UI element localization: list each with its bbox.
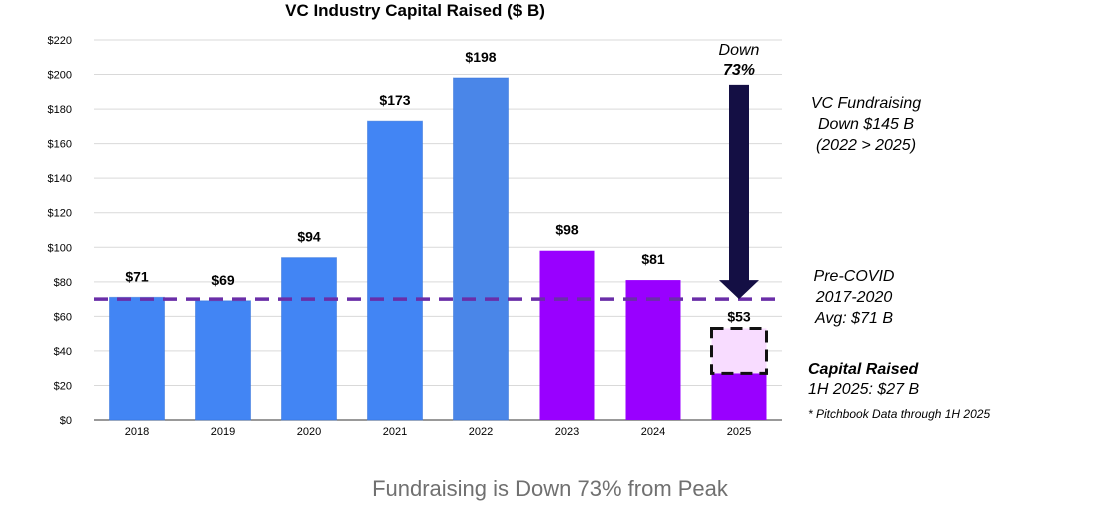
bar-2025-actual [711, 373, 767, 420]
x-tick-label: 2024 [641, 426, 665, 438]
capital-raised-title: Capital Raised [808, 361, 919, 378]
data-label: $69 [211, 272, 235, 288]
y-tick-label: $20 [54, 380, 72, 392]
x-tick-label: 2020 [297, 426, 321, 438]
bar-2020 [281, 257, 337, 421]
data-label: $98 [555, 222, 579, 238]
pre-covid-annotation-line: Pre-COVID [814, 268, 895, 285]
y-tick-label: $120 [48, 208, 72, 220]
x-tick-label: 2018 [125, 426, 149, 438]
chart-title: VC Industry Capital Raised ($ B) [285, 1, 545, 20]
data-label: $81 [641, 251, 665, 267]
bar-chart: VC Industry Capital Raised ($ B) $0 $20 $40… [48, 1, 991, 438]
y-tick-label: $80 [54, 277, 72, 289]
vc-fundraising-annotation-line: VC Fundraising [811, 95, 921, 112]
down-annotation: Down [719, 42, 760, 59]
y-tick-label: $180 [48, 104, 72, 116]
bar-2024 [625, 280, 681, 420]
y-tick-label: $60 [54, 311, 72, 323]
x-tick-label: 2021 [383, 426, 407, 438]
data-label: $53 [727, 308, 751, 324]
vc-fundraising-annotation-line: Down $145 B [818, 116, 914, 133]
y-tick-label: $100 [48, 242, 72, 254]
bar-2018 [109, 296, 165, 421]
bar-2021 [367, 120, 423, 421]
down-percent-annotation: 73% [723, 62, 755, 79]
data-label: $94 [297, 229, 321, 245]
bar-2019 [195, 300, 251, 421]
y-tick-label: $220 [48, 35, 72, 47]
x-tick-label: 2022 [469, 426, 493, 438]
x-tick-label: 2023 [555, 426, 579, 438]
bar-2025-projected [710, 326, 768, 375]
y-tick-label: $40 [54, 346, 72, 358]
y-tick-label: $140 [48, 173, 72, 185]
x-tick-label: 2025 [727, 426, 751, 438]
bar-2022 [453, 77, 509, 421]
data-label: $71 [125, 268, 149, 284]
chart-caption: Fundraising is Down 73% from Peak [372, 476, 728, 501]
pre-covid-annotation-line: Avg: $71 B [814, 310, 893, 327]
vc-fundraising-annotation-line: (2022 > 2025) [816, 137, 916, 154]
y-tick-label: $200 [48, 70, 72, 82]
bar-2023 [539, 250, 595, 420]
data-label: $198 [465, 49, 496, 65]
pitchbook-footnote: * Pitchbook Data through 1H 2025 [808, 407, 990, 421]
x-tick-label: 2019 [211, 426, 235, 438]
y-tick-label: $0 [60, 415, 72, 427]
pre-covid-annotation-line: 2017-2020 [815, 289, 893, 306]
y-tick-label: $160 [48, 139, 72, 151]
down-arrow-icon [719, 84, 759, 300]
capital-raised-value: 1H 2025: $27 B [808, 381, 920, 398]
data-label: $173 [379, 92, 410, 108]
